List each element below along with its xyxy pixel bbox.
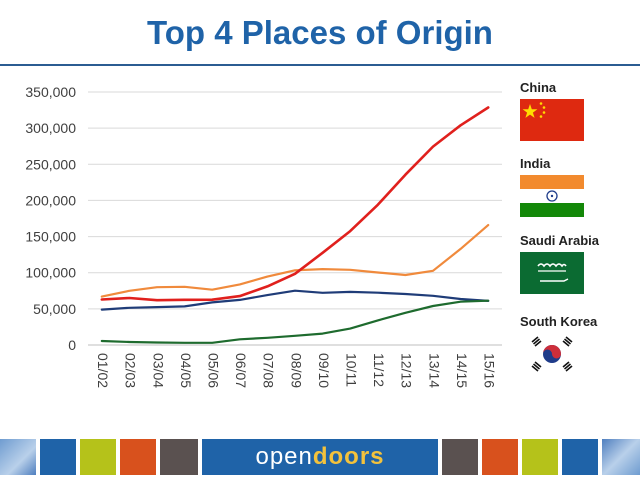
x-tick-label: 11/12 <box>371 353 387 387</box>
x-tick-label: 03/04 <box>150 353 166 388</box>
legend-item-saudi-arabia: Saudi Arabia <box>520 233 630 294</box>
title-divider <box>0 64 640 66</box>
y-tick-label: 50,000 <box>33 301 76 317</box>
x-tick-label: 04/05 <box>178 353 194 388</box>
footer-banner: opendoors <box>0 434 640 479</box>
gridlines <box>88 91 502 346</box>
x-tick-label: 02/03 <box>123 353 139 388</box>
x-tick-label: 08/09 <box>288 353 304 388</box>
footer-tile <box>160 439 198 475</box>
x-tick-label: 06/07 <box>233 353 249 388</box>
footer-map-tile <box>602 439 640 475</box>
x-tick-label: 13/14 <box>426 353 442 388</box>
x-axis-labels: 01/02 02/03 03/04 04/05 05/06 06/07 07/08 08/09… <box>95 353 497 388</box>
y-tick-label: 300,000 <box>25 120 76 136</box>
series-line-saudi-arabia <box>100 299 490 344</box>
x-tick-label: 10/11 <box>343 353 359 387</box>
saudi-arabia-flag-icon <box>520 252 584 294</box>
series-line-india <box>100 224 490 298</box>
legend-label-south-korea: South Korea <box>520 314 598 329</box>
footer-tile <box>522 439 558 475</box>
legend-item-china: China <box>520 80 630 141</box>
series-line-south-korea <box>100 289 490 311</box>
y-tick-label: 250,000 <box>25 156 76 172</box>
legend-item-south-korea: South Korea <box>520 314 630 375</box>
page-title: Top 4 Places of Origin <box>147 14 493 51</box>
south-korea-flag-icon <box>520 333 584 375</box>
y-tick-label: 350,000 <box>25 84 76 100</box>
india-flag-icon <box>520 175 584 217</box>
legend-label-india: India <box>520 156 551 171</box>
china-flag-icon <box>520 99 584 141</box>
legend-label-china: China <box>520 80 557 95</box>
series-line-china <box>100 106 490 302</box>
y-axis-labels: 0 50,000 100,000 150,000 200,000 250,000 300,0… <box>25 84 76 353</box>
y-tick-label: 150,000 <box>25 229 76 245</box>
footer-tile <box>442 439 478 475</box>
y-tick-label: 200,000 <box>25 192 76 208</box>
y-tick-label: 100,000 <box>25 265 76 281</box>
footer-tile <box>80 439 116 475</box>
footer-map-tile <box>0 439 36 475</box>
legend-label-saudi-arabia: Saudi Arabia <box>520 233 599 248</box>
footer-tile <box>482 439 518 475</box>
x-tick-label: 07/08 <box>261 353 277 388</box>
x-tick-label: 15/16 <box>481 353 497 388</box>
x-tick-label: 14/15 <box>454 353 470 388</box>
series-lines <box>100 106 490 344</box>
legend-item-india: India <box>520 156 630 217</box>
y-tick-label: 0 <box>68 337 76 353</box>
x-tick-label: 12/13 <box>399 353 415 388</box>
footer-tile <box>120 439 156 475</box>
x-tick-label: 01/02 <box>95 353 111 388</box>
opendoors-logo: opendoors <box>202 439 438 475</box>
footer-tile <box>562 439 598 475</box>
footer-tile <box>40 439 76 475</box>
x-tick-label: 05/06 <box>205 353 221 388</box>
x-tick-label: 09/10 <box>316 353 332 388</box>
line-chart: 0 50,000 100,000 150,000 200,000 250,000 300,0… <box>25 84 502 388</box>
